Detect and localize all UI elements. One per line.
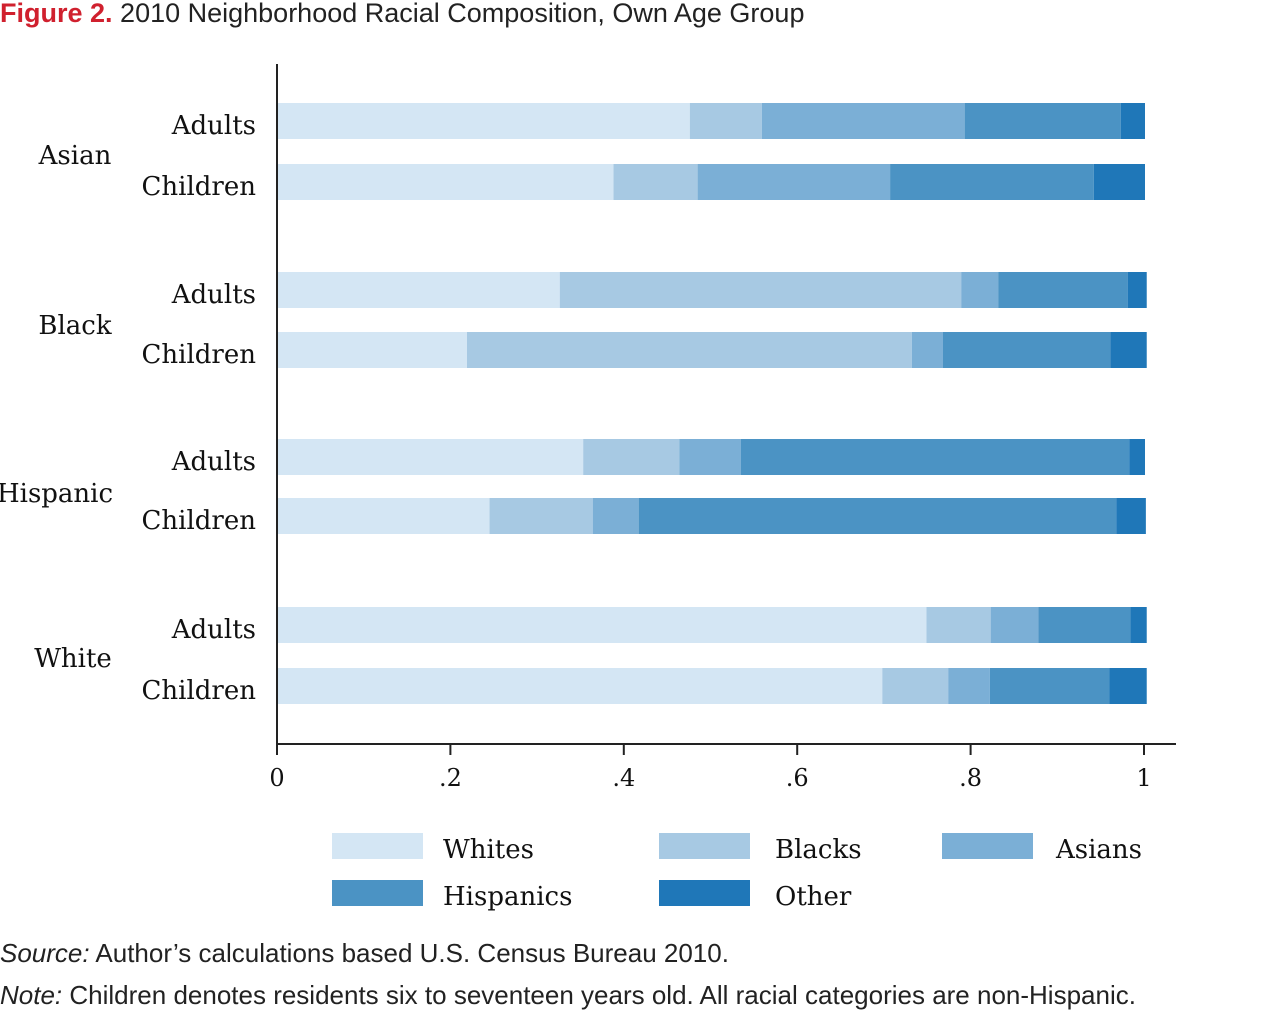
bar-white-adults-asians xyxy=(990,607,1039,643)
bar-hispanic-adults-whites xyxy=(278,439,584,475)
note-text: Children denotes residents six to sevent… xyxy=(69,980,1136,1010)
bar-asian-adults-other xyxy=(1120,103,1145,139)
x-tick-label: .6 xyxy=(786,764,809,792)
row-label-children: Children xyxy=(142,340,257,370)
group-label-black: Black xyxy=(38,311,111,341)
bar-black-adults-blacks xyxy=(559,272,962,308)
legend-label-asians: Asians xyxy=(1055,835,1142,865)
bar-hispanic-adults-hispanics xyxy=(740,439,1130,475)
x-tick-label: .4 xyxy=(612,764,635,792)
bar-asian-children-blacks xyxy=(613,164,698,200)
row-label-children: Children xyxy=(142,172,257,202)
figure-title: Figure 2. 2010 Neighborhood Racial Compo… xyxy=(0,0,804,29)
x-tick-label: .8 xyxy=(959,764,982,792)
bar-black-children-other xyxy=(1110,332,1147,368)
bar-black-adults-asians xyxy=(961,272,999,308)
bar-black-adults-whites xyxy=(278,272,560,308)
bar-white-children-asians xyxy=(948,668,990,704)
figure-label: Figure 2. xyxy=(0,0,113,28)
legend-swatch-hispanics xyxy=(332,880,423,906)
x-tick-label: 0 xyxy=(269,764,284,792)
bar-hispanic-adults-blacks xyxy=(583,439,680,475)
source-note: Source: Author’s calculations based U.S.… xyxy=(0,938,729,969)
legend-swatch-blacks xyxy=(659,833,750,859)
row-label-adults: Adults xyxy=(171,280,256,310)
source-text: Author’s calculations based U.S. Census … xyxy=(95,938,729,968)
bar-hispanic-children-hispanics xyxy=(638,498,1117,534)
bar-white-children-other xyxy=(1109,668,1147,704)
bar-asian-children-hispanics xyxy=(890,164,1094,200)
bar-black-children-blacks xyxy=(467,332,912,368)
bar-white-adults-blacks xyxy=(926,607,991,643)
group-label-asian: Asian xyxy=(38,141,112,171)
source-label: Source: xyxy=(0,938,90,968)
row-label-children: Children xyxy=(142,506,257,536)
bar-asian-adults-blacks xyxy=(689,103,762,139)
bar-hispanic-children-other xyxy=(1116,498,1146,534)
bar-asian-adults-whites xyxy=(278,103,690,139)
bar-hispanic-children-asians xyxy=(592,498,639,534)
bar-black-children-whites xyxy=(278,332,468,368)
row-label-adults: Adults xyxy=(171,111,256,141)
bar-black-children-hispanics xyxy=(942,332,1111,368)
bar-white-adults-hispanics xyxy=(1038,607,1131,643)
bar-hispanic-children-whites xyxy=(278,498,490,534)
bar-asian-adults-hispanics xyxy=(964,103,1121,139)
bar-asian-children-asians xyxy=(697,164,891,200)
bar-asian-adults-asians xyxy=(761,103,965,139)
bar-hispanic-adults-asians xyxy=(679,439,741,475)
bar-asian-children-other xyxy=(1093,164,1145,200)
group-label-white: White xyxy=(34,644,112,674)
x-tick-label: 1 xyxy=(1136,764,1151,792)
footnote: Note: Children denotes residents six to … xyxy=(0,980,1136,1011)
row-label-adults: Adults xyxy=(171,447,256,477)
x-tick-label: .2 xyxy=(439,764,462,792)
legend-label-blacks: Blacks xyxy=(775,835,862,865)
bar-hispanic-adults-other xyxy=(1129,439,1145,475)
group-label-hispanic: Hispanic xyxy=(0,479,113,509)
legend-label-hispanics: Hispanics xyxy=(443,882,572,912)
bar-black-children-asians xyxy=(911,332,943,368)
legend-swatch-asians xyxy=(942,833,1033,859)
legend-label-other: Other xyxy=(775,882,852,912)
bar-white-adults-other xyxy=(1130,607,1147,643)
legend-swatch-other xyxy=(659,880,750,906)
bar-black-adults-other xyxy=(1127,272,1147,308)
bar-asian-children-whites xyxy=(278,164,614,200)
bar-white-children-whites xyxy=(278,668,883,704)
row-label-children: Children xyxy=(142,676,257,706)
row-label-adults: Adults xyxy=(171,615,256,645)
figure-title-text: 2010 Neighborhood Racial Composition, Ow… xyxy=(120,0,805,28)
legend-label-whites: Whites xyxy=(443,835,534,865)
bar-white-children-blacks xyxy=(882,668,949,704)
bar-black-adults-hispanics xyxy=(998,272,1128,308)
bar-white-adults-whites xyxy=(278,607,927,643)
legend-swatch-whites xyxy=(332,833,423,859)
note-label: Note: xyxy=(0,980,63,1010)
bar-hispanic-children-blacks xyxy=(489,498,593,534)
bar-white-children-hispanics xyxy=(989,668,1110,704)
